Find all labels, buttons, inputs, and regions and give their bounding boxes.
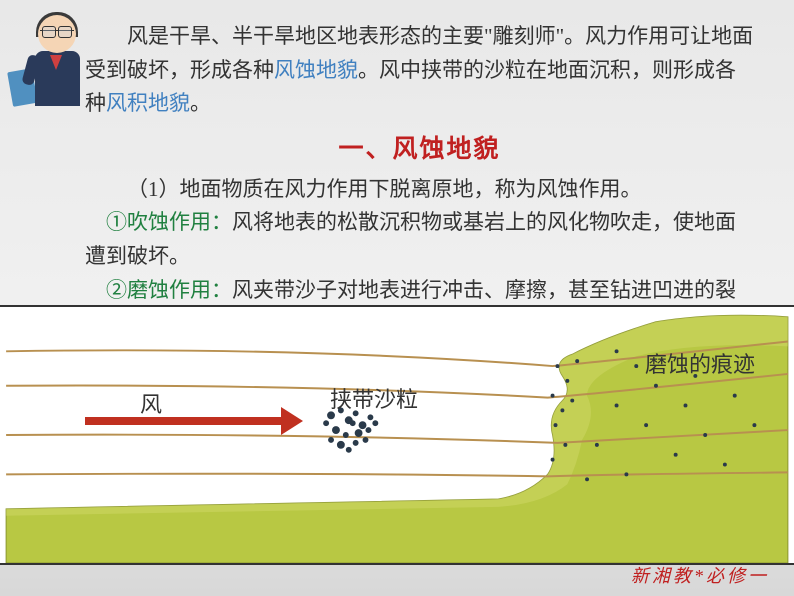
- section-title: 一、风蚀地貌: [85, 129, 754, 165]
- erosion-diagram: 风 挟带沙粒 磨蚀的痕迹: [0, 305, 794, 565]
- sand-label: 挟带沙粒: [330, 382, 418, 414]
- traces-label: 磨蚀的痕迹: [645, 347, 755, 379]
- footer-text: 新湘教*必修一: [631, 562, 769, 588]
- sand-cluster: [323, 407, 378, 452]
- sub1-label: ①吹蚀作用：: [106, 210, 232, 234]
- link-wind-deposition: 风积地貌: [106, 91, 190, 115]
- sub1-paragraph: ①吹蚀作用：风将地表的松散沉积物或基岩上的风化物吹走，使地面遭到破坏。: [85, 206, 754, 273]
- intro-paragraph: 风是干旱、半干旱地区地表形态的主要"雕刻师"。风力作用可让地面受到破坏，形成各种…: [85, 20, 754, 121]
- definition-text: （1）地面物质在风力作用下脱离原地，称为风蚀作用。: [85, 173, 754, 207]
- wind-label: 风: [140, 387, 162, 419]
- link-wind-erosion: 风蚀地貌: [274, 58, 358, 82]
- intro-part3: 。: [190, 91, 211, 115]
- wind-arrow-icon: [85, 417, 285, 425]
- diagram-svg: [0, 307, 794, 563]
- sub2-label: ②磨蚀作用：: [106, 278, 232, 302]
- content-area: 风是干旱、半干旱地区地表形态的主要"雕刻师"。风力作用可让地面受到破坏，形成各种…: [0, 0, 794, 341]
